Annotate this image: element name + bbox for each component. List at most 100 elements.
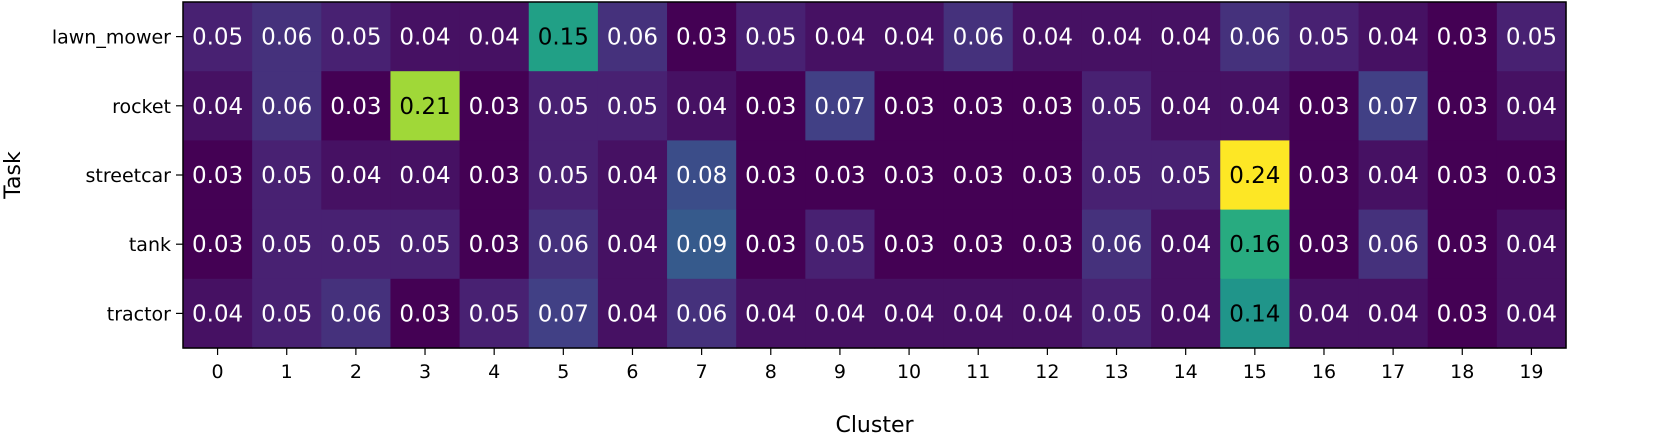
heatmap-cell-value: 0.05 [330,232,381,258]
heatmap-cell-value: 0.04 [1506,301,1557,327]
heatmap-cell-value: 0.05 [745,25,796,51]
heatmap-cell-value: 0.03 [953,163,1004,189]
heatmap-cell-rocket-13 [1081,71,1152,141]
x-tick-label-9: 9 [834,361,846,383]
heatmap-cell-tractor-12 [1012,278,1083,349]
heatmap-cell-lawn_mower-0 [183,2,253,72]
heatmap-cell-lawn_mower-10 [874,2,945,72]
heatmap-cell-value: 0.06 [1368,232,1419,258]
heatmap-cell-value: 0.03 [745,163,796,189]
heatmap-cell-tank-9 [805,209,876,280]
heatmap-cell-tractor-5 [528,278,599,349]
heatmap-cell-streetcar-8 [736,140,806,211]
heatmap-cell-lawn_mower-12 [1012,2,1083,72]
x-axis-ticks: 0 1 2 3 4 5 6 7 8 9 10 11 12 13 14 15 16 17 18 19 [212,348,1544,383]
heatmap-cell-lawn_mower-8 [736,2,806,72]
heatmap-cell-lawn_mower-2 [321,2,392,72]
heatmap-cell-value: 0.04 [1506,94,1557,120]
heatmap-cell-rocket-9 [805,71,876,141]
heatmap-cell-rocket-17 [1358,71,1429,141]
heatmap-cell-value: 0.03 [883,163,934,189]
heatmap-cell-tank-15 [1220,209,1290,280]
heatmap-cell-value: 0.05 [1160,163,1211,189]
heatmap-cell-value: 0.04 [607,163,658,189]
heatmap-cell-value: 0.03 [676,25,727,51]
heatmap-cell-value: 0.04 [1368,25,1419,51]
heatmap-cell-value: 0.04 [814,301,865,327]
heatmap-cell-rocket-18 [1427,71,1498,141]
heatmap-cell-streetcar-19 [1496,140,1567,211]
heatmap-cell-lawn_mower-9 [805,2,876,72]
heatmap-cell-value: 0.03 [1022,163,1073,189]
heatmap-cell-value: 0.03 [1437,94,1488,120]
heatmap-cell-value: 0.05 [538,94,589,120]
heatmap-cell-streetcar-1 [252,140,322,211]
heatmap-cell-rocket-3 [390,71,461,141]
heatmap-cell-value: 0.16 [1229,232,1280,258]
heatmap-cell-tank-2 [321,209,392,280]
heatmap-cell-streetcar-17 [1358,140,1429,211]
heatmap-cell-value: 0.04 [814,25,865,51]
heatmap-cell-tractor-11 [943,278,1014,349]
heatmap-cell-streetcar-14 [1151,140,1221,211]
heatmap-cell-value: 0.06 [676,301,727,327]
heatmap-cell-value: 0.05 [399,232,450,258]
heatmap-cell-lawn_mower-5 [528,2,599,72]
heatmap-cell-streetcar-0 [183,140,253,211]
heatmap-cell-value: 0.04 [883,25,934,51]
heatmap-cell-tank-18 [1427,209,1498,280]
x-tick-label-3: 3 [419,361,431,383]
heatmap-cell-value: 0.04 [1160,94,1211,120]
heatmap-cell-tractor-1 [252,278,322,349]
y-tick-label-tractor: tractor [107,303,171,325]
heatmap-cell-tractor-9 [805,278,876,349]
heatmap-cell-rocket-7 [667,71,737,141]
heatmap-cell-lawn_mower-4 [459,2,530,72]
heatmap-cell-labels: 0.05 0.06 0.05 0.04 0.04 0.15 0.06 0.03 0.05 0.04… [192,25,1557,328]
heatmap-cell-value: 0.03 [883,232,934,258]
x-tick-label-2: 2 [350,361,362,383]
heatmap-cell-tank-4 [459,209,530,280]
heatmap-cell-value: 0.04 [676,94,727,120]
heatmap-cell-streetcar-2 [321,140,392,211]
heatmap-cell-value: 0.05 [330,25,381,51]
heatmap-cell-tractor-15 [1220,278,1290,349]
heatmap-cell-value: 0.04 [953,301,1004,327]
heatmap-cell-tank-5 [528,209,599,280]
heatmap-cell-tractor-17 [1358,278,1429,349]
heatmap-cell-tank-1 [252,209,322,280]
heatmap-cell-lawn_mower-16 [1289,2,1360,72]
heatmap-cell-tractor-3 [390,278,461,349]
x-tick-label-7: 7 [696,361,708,383]
heatmap-cell-tractor-18 [1427,278,1498,349]
heatmap-cell-value: 0.04 [399,163,450,189]
heatmap-cell-value: 0.04 [399,25,450,51]
heatmap-cell-value: 0.03 [953,94,1004,120]
heatmap-cell-rocket-1 [252,71,322,141]
heatmap-cell-tank-8 [736,209,806,280]
heatmap-cell-streetcar-6 [597,140,668,211]
heatmap-cell-value: 0.06 [538,232,589,258]
heatmap-cell-lawn_mower-1 [252,2,322,72]
x-tick-label-10: 10 [897,361,921,383]
heatmap-cell-value: 0.07 [814,94,865,120]
x-tick-label-18: 18 [1450,361,1474,383]
heatmap-cell-tank-13 [1081,209,1152,280]
heatmap-cell-streetcar-10 [874,140,945,211]
heatmap-cell-value: 0.04 [1160,301,1211,327]
heatmap-cell-tank-11 [943,209,1014,280]
heatmap-cell-tractor-10 [874,278,945,349]
heatmap-cell-value: 0.03 [192,163,243,189]
heatmap-cell-value: 0.04 [607,232,658,258]
heatmap-cell-value: 0.06 [607,25,658,51]
heatmap-cell-value: 0.03 [192,232,243,258]
heatmap-cell-value: 0.04 [1022,25,1073,51]
heatmap-cell-value: 0.05 [1091,163,1142,189]
heatmap-cell-value: 0.06 [261,94,312,120]
heatmap-cell-value: 0.05 [1091,301,1142,327]
x-tick-label-12: 12 [1035,361,1059,383]
heatmap-cell-value: 0.03 [1298,163,1349,189]
heatmap-cell-value: 0.05 [261,163,312,189]
x-tick-label-17: 17 [1381,361,1405,383]
heatmap-cell-value: 0.03 [1298,94,1349,120]
